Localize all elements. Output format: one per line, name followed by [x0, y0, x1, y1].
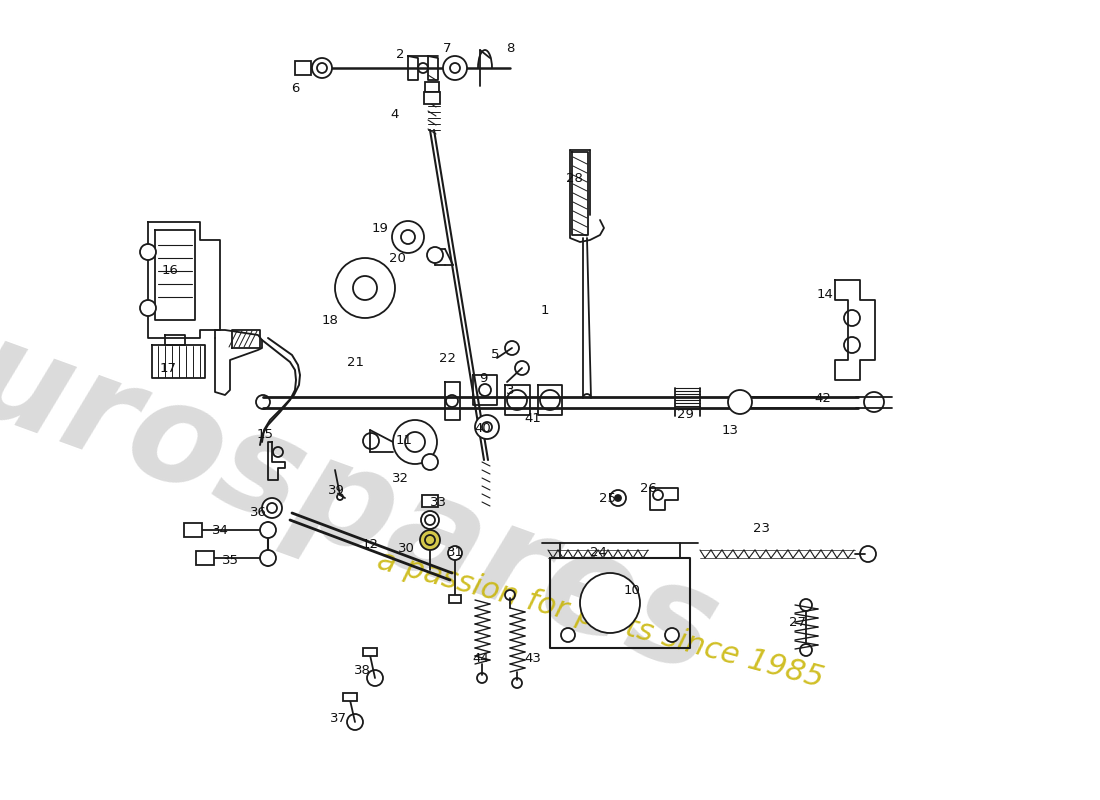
Text: 18: 18 [321, 314, 339, 326]
Text: 27: 27 [789, 615, 805, 629]
Text: 2: 2 [396, 49, 405, 62]
Text: 33: 33 [429, 497, 447, 510]
Circle shape [140, 300, 156, 316]
Circle shape [422, 454, 438, 470]
Text: 31: 31 [447, 546, 463, 559]
Bar [449, 595, 461, 603]
Text: 26: 26 [639, 482, 657, 494]
Circle shape [140, 244, 156, 260]
Circle shape [421, 511, 439, 529]
Bar [343, 693, 358, 701]
Circle shape [561, 628, 575, 642]
Text: 44: 44 [473, 651, 490, 665]
Text: 41: 41 [525, 411, 541, 425]
Text: 38: 38 [353, 663, 371, 677]
Text: 17: 17 [160, 362, 176, 374]
Text: 25: 25 [598, 491, 616, 505]
Text: 12: 12 [362, 538, 378, 551]
Text: 16: 16 [162, 263, 178, 277]
Circle shape [336, 258, 395, 318]
Circle shape [312, 58, 332, 78]
Text: 28: 28 [565, 171, 582, 185]
Text: 39: 39 [328, 483, 344, 497]
Text: 4: 4 [390, 109, 399, 122]
Circle shape [580, 573, 640, 633]
Bar [425, 82, 439, 92]
Text: 9: 9 [478, 371, 487, 385]
Text: 23: 23 [754, 522, 770, 534]
Circle shape [392, 221, 424, 253]
Circle shape [666, 628, 679, 642]
Circle shape [260, 550, 276, 566]
Text: 35: 35 [221, 554, 239, 566]
Circle shape [260, 522, 276, 538]
Text: 13: 13 [722, 423, 738, 437]
Text: 20: 20 [388, 251, 406, 265]
Text: 34: 34 [211, 523, 229, 537]
Text: 14: 14 [816, 289, 834, 302]
Circle shape [427, 247, 443, 263]
Circle shape [448, 546, 462, 560]
Text: 37: 37 [330, 711, 346, 725]
Circle shape [615, 495, 622, 501]
Text: 6: 6 [290, 82, 299, 94]
Circle shape [262, 498, 282, 518]
Text: 8: 8 [506, 42, 514, 54]
Text: eurospares: eurospares [0, 277, 736, 703]
Bar [184, 523, 202, 537]
Text: 11: 11 [396, 434, 412, 446]
Text: 21: 21 [348, 357, 364, 370]
Bar [196, 551, 214, 565]
Text: 43: 43 [525, 651, 541, 665]
Text: 15: 15 [256, 429, 274, 442]
Text: 10: 10 [624, 583, 640, 597]
Text: 36: 36 [250, 506, 266, 519]
Text: 32: 32 [392, 471, 408, 485]
Text: 22: 22 [439, 351, 455, 365]
Text: 19: 19 [372, 222, 388, 234]
Circle shape [443, 56, 468, 80]
Text: 5: 5 [491, 349, 499, 362]
Text: 7: 7 [442, 42, 451, 54]
Circle shape [728, 390, 752, 414]
Bar [422, 495, 438, 507]
Text: a passion for parts since 1985: a passion for parts since 1985 [374, 546, 826, 694]
Text: 1: 1 [541, 303, 549, 317]
Bar [295, 61, 311, 75]
Circle shape [610, 490, 626, 506]
Text: 24: 24 [590, 546, 606, 559]
Text: 3: 3 [506, 383, 515, 397]
Circle shape [393, 420, 437, 464]
Text: 30: 30 [397, 542, 415, 554]
Circle shape [475, 415, 499, 439]
Bar [363, 648, 377, 656]
Text: 40: 40 [474, 422, 492, 434]
Text: 42: 42 [815, 391, 832, 405]
Text: 29: 29 [676, 409, 693, 422]
Bar [424, 92, 440, 104]
Circle shape [420, 530, 440, 550]
